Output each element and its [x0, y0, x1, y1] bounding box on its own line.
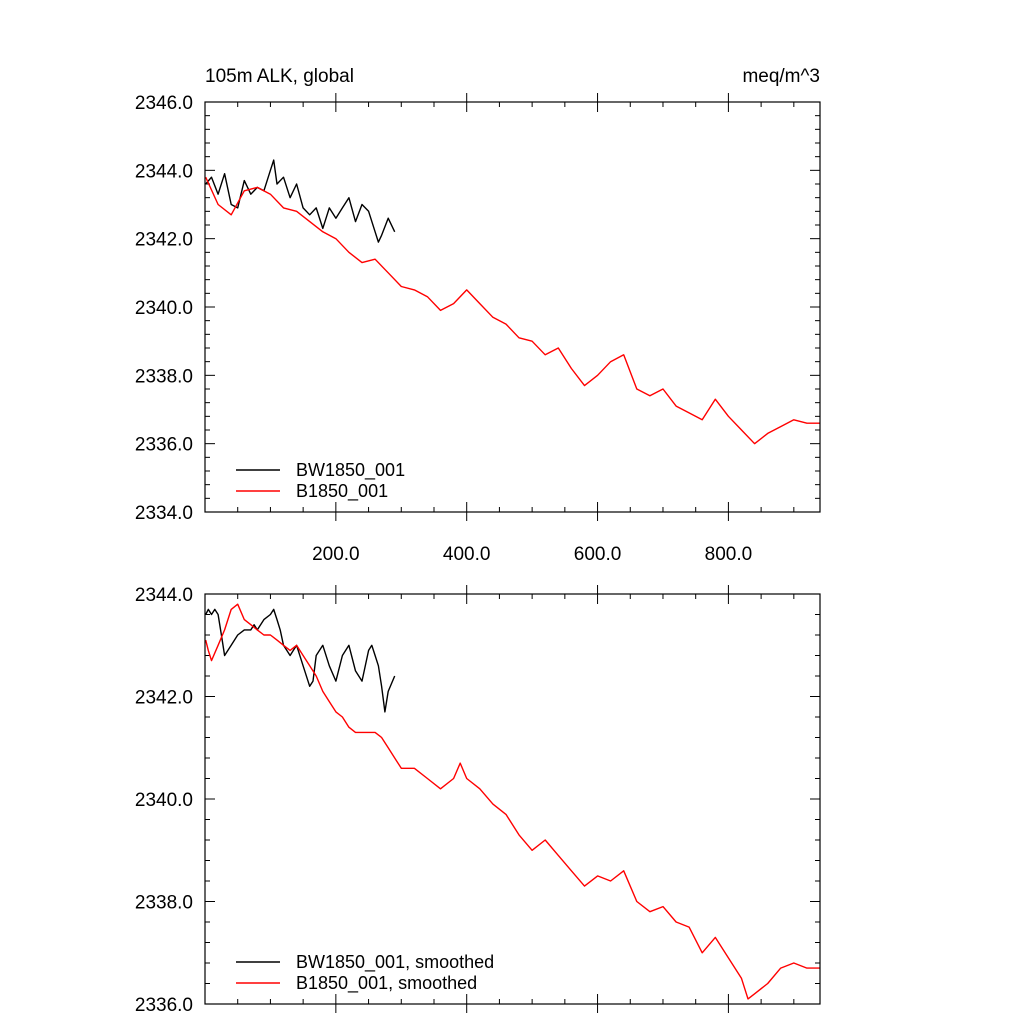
top-xtick-label: 800.0 [705, 544, 753, 565]
bottom-legend-label: B1850_001, smoothed [296, 973, 477, 994]
top-legend-label: BW1850_001 [296, 460, 405, 481]
top-chart-units: meq/m^3 [742, 66, 820, 87]
top-ytick-label: 2342.0 [135, 230, 193, 251]
top-ytick-label: 2338.0 [135, 366, 193, 387]
bottom-ytick-label: 2336.0 [135, 995, 193, 1016]
top-ticks: 2334.0 2336.0 2338.0 2340.0 2342.0 2344.0 2346… [135, 93, 820, 565]
top-xtick-label: 200.0 [312, 544, 360, 565]
bottom-series-group [205, 603, 820, 1000]
top-xtick-label: 400.0 [443, 544, 491, 565]
top-series-group [205, 159, 820, 445]
top-series-bw1850 [205, 159, 396, 243]
top-chart-title: 105m ALK, global [205, 66, 354, 87]
top-ytick-label: 2344.0 [135, 161, 193, 182]
top-xtick-label: 600.0 [574, 544, 622, 565]
bottom-ticks: 2336.0 2338.0 2340.0 2342.0 2344.0 [135, 585, 820, 1016]
bottom-panel: 2336.0 2338.0 2340.0 2342.0 2344.0 BW1850_00… [135, 585, 821, 1016]
bottom-series-bw1850 [205, 608, 396, 713]
top-plot-frame [204, 101, 821, 513]
top-legend-label: B1850_001 [296, 481, 388, 502]
top-ytick-label: 2340.0 [135, 298, 193, 319]
top-ytick-label: 2336.0 [135, 435, 193, 456]
bottom-ytick-label: 2342.0 [135, 688, 193, 709]
top-ytick-label: 2346.0 [135, 93, 193, 114]
bottom-ytick-label: 2338.0 [135, 893, 193, 914]
bottom-series-b1850 [205, 603, 820, 1000]
top-panel: 105m ALK, global meq/m^3 2334.02336.0233… [135, 66, 821, 565]
bottom-legend-label: BW1850_001, smoothed [296, 952, 494, 973]
bottom-plot-frame [204, 593, 821, 1005]
top-series-b1850 [205, 176, 820, 445]
top-ytick-label: 2334.0 [135, 503, 193, 524]
bottom-ytick-label: 2340.0 [135, 790, 193, 811]
bottom-ytick-label: 2344.0 [135, 585, 193, 606]
